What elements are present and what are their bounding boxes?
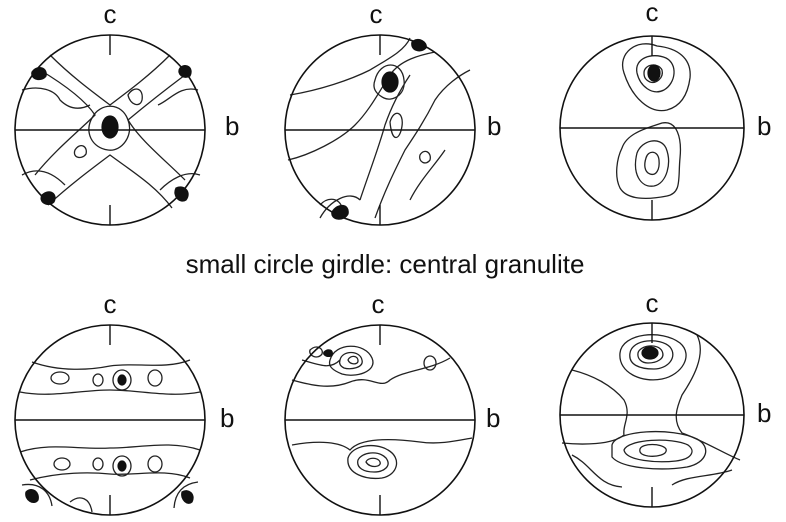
c-label: c [104, 289, 117, 319]
stereonet: c b [559, 0, 771, 221]
stereonet: c b [284, 289, 500, 516]
b-label: b [757, 111, 771, 141]
b-label: b [225, 111, 239, 141]
contours [21, 54, 201, 209]
b-label: b [486, 403, 500, 433]
stereonet: c b [14, 289, 234, 516]
c-label: c [646, 288, 659, 318]
b-label: b [757, 398, 771, 428]
c-label: c [104, 0, 117, 29]
c-label: c [646, 0, 659, 27]
b-label: b [487, 111, 501, 141]
c-label: c [372, 289, 385, 319]
stereonet: c b [14, 0, 239, 226]
contours [561, 334, 741, 488]
stereonet: c b [284, 0, 501, 226]
contours [287, 37, 471, 220]
contours [616, 43, 691, 200]
caption: small circle girdle: central granulite [186, 249, 585, 279]
c-label: c [370, 0, 383, 29]
contours [291, 345, 473, 480]
contours [19, 359, 201, 513]
b-label: b [220, 403, 234, 433]
stereonet: c b [559, 288, 771, 508]
